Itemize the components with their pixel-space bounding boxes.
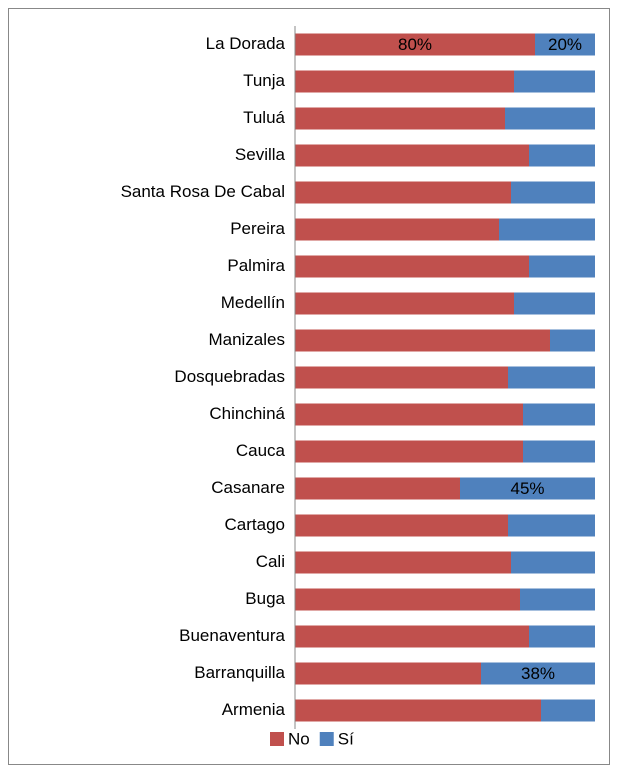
legend-swatch — [319, 732, 334, 746]
bar-segment — [295, 588, 520, 611]
bar-segment — [508, 366, 595, 389]
legend-label: No — [288, 729, 310, 748]
bar-segment — [481, 662, 595, 685]
bar-segment — [295, 366, 508, 389]
bar-segment — [511, 551, 595, 574]
bar-segment — [514, 70, 595, 93]
bar-segment — [295, 662, 481, 685]
bar-segment — [505, 107, 595, 130]
bar-segment — [529, 255, 595, 278]
bar-segment — [511, 181, 595, 204]
y-tick-label: Medellín — [221, 293, 285, 312]
data-label: 20% — [548, 35, 582, 54]
y-tick-label: Dosquebradas — [174, 367, 285, 386]
y-tick-label: La Dorada — [206, 34, 286, 53]
bar-segment — [295, 625, 529, 648]
legend-swatch — [270, 732, 284, 746]
y-tick-label: Cartago — [225, 515, 285, 534]
bar-segment — [295, 551, 511, 574]
y-tick-label: Barranquilla — [194, 663, 285, 682]
data-label: 45% — [510, 479, 544, 498]
y-tick-label: Sevilla — [235, 145, 286, 164]
y-tick-label: Tuluá — [243, 108, 285, 127]
bar-segment — [535, 33, 595, 56]
y-tick-label: Manizales — [208, 330, 285, 349]
bar-segment — [295, 514, 508, 537]
bar-segment — [295, 255, 529, 278]
bar-segment — [529, 144, 595, 167]
bar-segment — [499, 218, 595, 241]
y-tick-label: Armenia — [222, 700, 286, 719]
bar-segment — [529, 625, 595, 648]
bar-segment — [523, 440, 595, 463]
bar-segment — [550, 329, 595, 352]
data-label: 80% — [398, 35, 432, 54]
bar-segment — [541, 699, 595, 722]
bar-segment — [295, 33, 535, 56]
y-tick-label: Buenaventura — [179, 626, 285, 645]
y-tick-label: Pereira — [230, 219, 285, 238]
bar-segment — [295, 107, 505, 130]
bar-segment — [514, 292, 595, 315]
y-tick-label: Santa Rosa De Cabal — [121, 182, 285, 201]
bar-segment — [295, 329, 550, 352]
bar-segment — [295, 70, 514, 93]
bar-segment — [508, 514, 595, 537]
y-tick-label: Palmira — [227, 256, 285, 275]
bar-segment — [295, 181, 511, 204]
y-tick-label: Chinchiná — [209, 404, 285, 423]
y-tick-label: Buga — [245, 589, 285, 608]
bar-segment — [295, 403, 523, 426]
legend-label: Sí — [338, 729, 354, 748]
bar-segment — [460, 477, 595, 500]
y-tick-label: Casanare — [211, 478, 285, 497]
bar-segment — [523, 403, 595, 426]
bar-segment — [295, 292, 514, 315]
bar-segment — [295, 144, 529, 167]
bar-segment — [295, 699, 541, 722]
bar-segment — [295, 477, 460, 500]
bar-segment — [520, 588, 595, 611]
y-tick-label: Tunja — [243, 71, 285, 90]
y-tick-label: Cali — [256, 552, 285, 571]
data-label: 38% — [521, 664, 555, 683]
y-tick-label: Cauca — [236, 441, 286, 460]
bar-segment — [295, 440, 523, 463]
bar-segment — [295, 218, 499, 241]
